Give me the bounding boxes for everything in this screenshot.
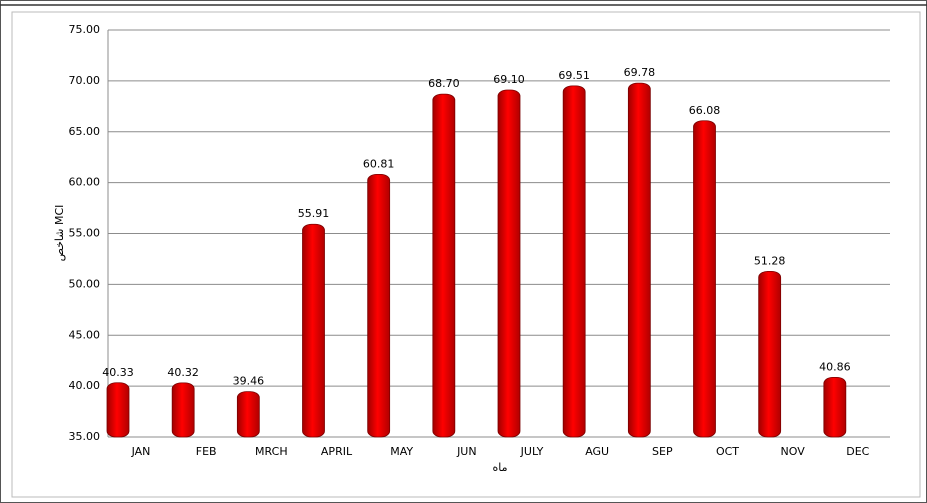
x-tick-label: AGU: [585, 445, 609, 458]
data-label: 40.86: [819, 360, 851, 373]
x-tick-label: JAN: [131, 445, 151, 458]
x-tick-label: APRIL: [321, 445, 353, 458]
bar: [693, 120, 716, 438]
data-label: 68.70: [428, 77, 460, 90]
x-tick-label: MAY: [390, 445, 413, 458]
x-tick-label: SEP: [652, 445, 673, 458]
data-label: 55.91: [298, 207, 330, 220]
bar: [236, 391, 260, 438]
data-label: 40.32: [167, 366, 199, 379]
bar: [823, 376, 847, 438]
y-tick-label: 40.00: [69, 379, 101, 392]
data-label: 69.78: [624, 66, 656, 79]
data-label: 40.33: [102, 366, 134, 379]
bar: [367, 173, 391, 438]
x-tick-label: JULY: [520, 445, 544, 458]
chart-border: [11, 11, 921, 498]
y-tick-label: 50.00: [69, 277, 101, 290]
x-tick-label: MRCH: [255, 445, 288, 458]
bar: [758, 270, 782, 438]
bar: [302, 223, 325, 438]
data-label: 66.08: [689, 104, 721, 117]
y-axis-label: شاخص MCI: [53, 205, 66, 262]
data-label: 69.10: [493, 73, 525, 86]
data-label: 51.28: [754, 254, 786, 267]
bar: [627, 82, 651, 438]
x-tick-label: FEB: [196, 445, 217, 458]
y-tick-label: 70.00: [69, 74, 101, 87]
y-tick-label: 55.00: [69, 227, 101, 240]
y-tick-label: 60.00: [69, 176, 101, 189]
bar: [432, 93, 456, 438]
x-tick-label: DEC: [846, 445, 869, 458]
data-label: 39.46: [233, 375, 265, 388]
x-tick-label: OCT: [716, 445, 739, 458]
y-tick-label: 45.00: [69, 328, 101, 341]
bar: [562, 85, 586, 438]
y-tick-label: 65.00: [69, 125, 101, 138]
data-label: 69.51: [558, 69, 590, 82]
x-axis-label: ماه: [492, 461, 507, 474]
data-label: 60.81: [363, 157, 395, 170]
bar: [171, 382, 195, 438]
x-tick-label: JUN: [456, 445, 477, 458]
y-tick-label: 35.00: [69, 430, 101, 443]
bar: [497, 89, 521, 438]
y-tick-label: 75.00: [69, 23, 101, 36]
x-tick-label: NOV: [781, 445, 806, 458]
bar: [106, 382, 130, 438]
